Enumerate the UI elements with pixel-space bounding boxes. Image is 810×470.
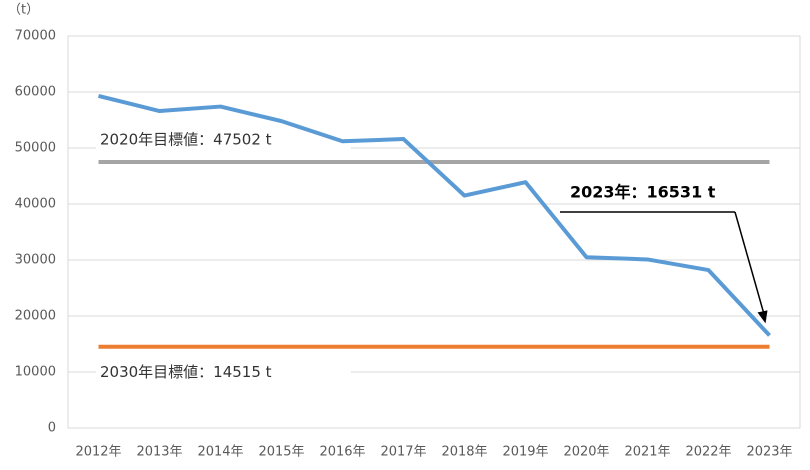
y-tick-label: 70000 [15, 29, 56, 44]
x-tick-label: 2017年 [380, 445, 426, 460]
y-tick-label: 0 [48, 421, 56, 436]
y-tick-label: 10000 [15, 365, 56, 380]
x-tick-label: 2020年 [563, 445, 609, 460]
x-tick-label: 2012年 [75, 445, 121, 460]
y-tick-label: 40000 [15, 197, 56, 212]
y-tick-label: 50000 [15, 141, 56, 156]
x-tick-label: 2016年 [319, 445, 365, 460]
x-tick-label: 2018年 [441, 445, 487, 460]
arrow-head [757, 310, 768, 324]
annotation: 2023年：16531 t [570, 183, 716, 202]
x-tick-label: 2015年 [258, 445, 304, 460]
y-tick-label: 20000 [15, 309, 56, 324]
annotation-arrow [734, 211, 767, 320]
y-unit-label: （t） [8, 3, 39, 18]
x-tick-label: 2013年 [136, 445, 182, 460]
x-tick-label: 2019年 [502, 445, 548, 460]
x-tick-label: 2023年 [746, 445, 792, 460]
label-background [96, 128, 351, 151]
plot-border [67, 35, 801, 429]
reference-label: 2030年目標値：14515 t [100, 363, 272, 381]
data-line [98, 93, 771, 337]
x-tick-label: 2022年 [685, 445, 731, 460]
x-tick-label: 2014年 [197, 445, 243, 460]
reference-label: 2020年目標値：47502 t [100, 130, 272, 148]
y-tick-label: 60000 [15, 85, 56, 100]
label-background [96, 361, 351, 384]
y-tick-label: 30000 [15, 253, 56, 268]
x-tick-label: 2021年 [624, 445, 670, 460]
